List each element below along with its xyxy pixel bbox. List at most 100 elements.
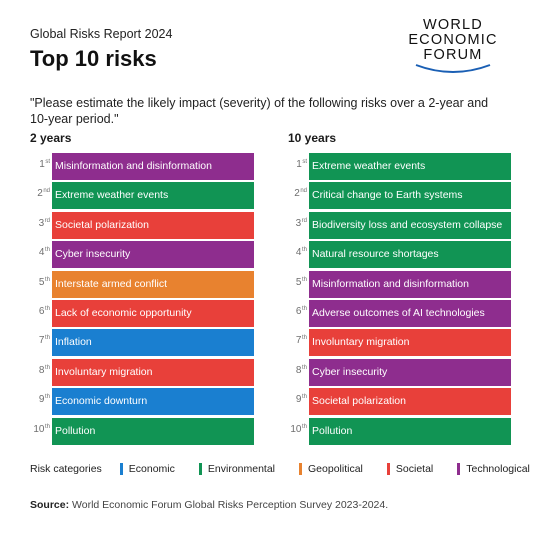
- rank-suffix: th: [44, 364, 50, 371]
- risk-bar: Cyber insecurity: [309, 358, 511, 386]
- rank-suffix: th: [301, 276, 307, 283]
- source-label: Source:: [30, 499, 70, 511]
- rank-number: 2nd: [22, 188, 50, 199]
- rank-number: 9th: [279, 394, 307, 405]
- rank-number: 9th: [22, 394, 50, 405]
- rank-value: 8: [38, 364, 45, 376]
- rank-value: 2: [37, 188, 43, 200]
- rank-number: 3rd: [22, 218, 50, 229]
- rank-suffix: th: [44, 247, 50, 254]
- risk-bar: Inflation: [52, 329, 254, 357]
- rank-suffix: th: [301, 394, 307, 401]
- risk-bar: Involuntary migration: [309, 329, 511, 357]
- rank-number: 5th: [22, 277, 50, 288]
- rank-number: 2nd: [279, 188, 307, 199]
- legend-swatch: [198, 463, 202, 475]
- legend-item: Economic: [119, 463, 175, 475]
- rank-suffix: th: [301, 423, 307, 430]
- risk-bar: Societal polarization: [52, 211, 254, 239]
- risk-bar: Pollution: [309, 417, 511, 445]
- risk-bar: Natural resource shortages: [309, 241, 511, 269]
- risk-bar: Pollution: [52, 417, 254, 445]
- legend-swatch: [119, 463, 123, 475]
- rank-value: 6: [38, 305, 45, 317]
- risk-bar: Economic downturn: [52, 388, 254, 416]
- legend-item: Societal: [386, 463, 434, 475]
- rank-number: 8th: [22, 365, 50, 376]
- legend-label: Risk categories: [30, 463, 102, 475]
- rank-value: 9: [295, 394, 302, 406]
- rank-value: 7: [295, 335, 302, 347]
- rank-value: 3: [38, 217, 45, 229]
- legend: Risk categories Economic Environmental Geo…: [30, 463, 530, 475]
- risk-bar: Misinformation and disinformation: [52, 153, 254, 180]
- risk-bar: Critical change to Earth systems: [309, 182, 511, 210]
- risk-bar: Societal polarization: [309, 388, 511, 416]
- source-text: World Economic Forum Global Risks Percep…: [72, 499, 389, 511]
- rank-number: 3rd: [279, 218, 307, 229]
- rank-value: 7: [38, 335, 45, 347]
- rank-number: 6th: [279, 306, 307, 317]
- survey-question: "Please estimate the likely impact (seve…: [30, 96, 489, 126]
- rank-suffix: st: [302, 159, 307, 165]
- page-title: Top 10 risks: [30, 46, 157, 71]
- column-heading-2-years: 2 years: [30, 131, 72, 145]
- rank-value: 6: [295, 305, 302, 317]
- legend-item: Technological: [457, 463, 530, 475]
- source-note: Source: World Economic Forum Global Risk…: [30, 499, 388, 511]
- rank-suffix: th: [301, 247, 307, 254]
- rank-number: 5th: [279, 277, 307, 288]
- rank-number: 10th: [279, 424, 307, 435]
- risk-bar: Interstate armed conflict: [52, 270, 254, 298]
- rank-number: 10th: [22, 424, 50, 435]
- rank-number: 7th: [22, 335, 50, 346]
- rank-number: 4th: [22, 247, 50, 258]
- rank-value: 5: [295, 276, 302, 288]
- rank-suffix: nd: [300, 188, 307, 195]
- rank-number: 6th: [22, 306, 50, 317]
- risk-bar: Adverse outcomes of AI technologies: [309, 299, 511, 327]
- legend-text: Geopolitical: [308, 463, 363, 475]
- rank-number: 8th: [279, 365, 307, 376]
- wef-logo: WORLD ECONOMIC FORUM: [398, 18, 508, 77]
- rank-suffix: rd: [44, 217, 50, 224]
- risk-bar: Lack of economic opportunity: [52, 299, 254, 327]
- risk-bar: Cyber insecurity: [52, 241, 254, 269]
- rank-value: 8: [295, 364, 302, 376]
- rank-suffix: th: [44, 276, 50, 283]
- rank-value: 3: [295, 217, 302, 229]
- rank-suffix: th: [44, 394, 50, 401]
- logo-line-3: FORUM: [423, 47, 483, 63]
- legend-text: Economic: [128, 463, 175, 475]
- rank-value: 4: [38, 247, 45, 259]
- risk-bar: Extreme weather events: [52, 182, 254, 210]
- legend-item: Geopolitical: [299, 463, 363, 475]
- legend-text: Environmental: [207, 463, 276, 475]
- rank-value: 1: [296, 159, 302, 170]
- rank-suffix: th: [301, 305, 307, 312]
- rank-number: 4th: [279, 247, 307, 258]
- rank-number: 1st: [22, 159, 50, 170]
- logo-line-1: WORLD: [423, 17, 483, 33]
- rank-value: 1: [39, 159, 45, 170]
- rank-suffix: nd: [43, 188, 50, 195]
- report-name: Global Risks Report 2024: [30, 27, 173, 41]
- rank-number: 1st: [279, 159, 307, 170]
- risk-bar: Biodiversity loss and ecosystem collapse: [309, 211, 511, 239]
- rank-value: 2: [294, 188, 300, 200]
- legend-text: Technological: [466, 463, 530, 475]
- rank-suffix: th: [301, 335, 307, 342]
- rank-suffix: th: [44, 305, 50, 312]
- rank-suffix: th: [301, 364, 307, 371]
- rank-value: 9: [38, 394, 45, 406]
- legend-swatch: [299, 463, 303, 475]
- rank-value: 4: [295, 247, 302, 259]
- legend-text: Societal: [395, 463, 434, 475]
- column-heading-10-years: 10 years: [288, 131, 337, 145]
- rank-suffix: rd: [301, 217, 307, 224]
- rank-number: 7th: [279, 335, 307, 346]
- rank-value: 10: [33, 423, 45, 435]
- logo-line-2: ECONOMIC: [408, 32, 498, 48]
- logo-arc-icon: [415, 64, 491, 73]
- rank-suffix: st: [45, 159, 50, 165]
